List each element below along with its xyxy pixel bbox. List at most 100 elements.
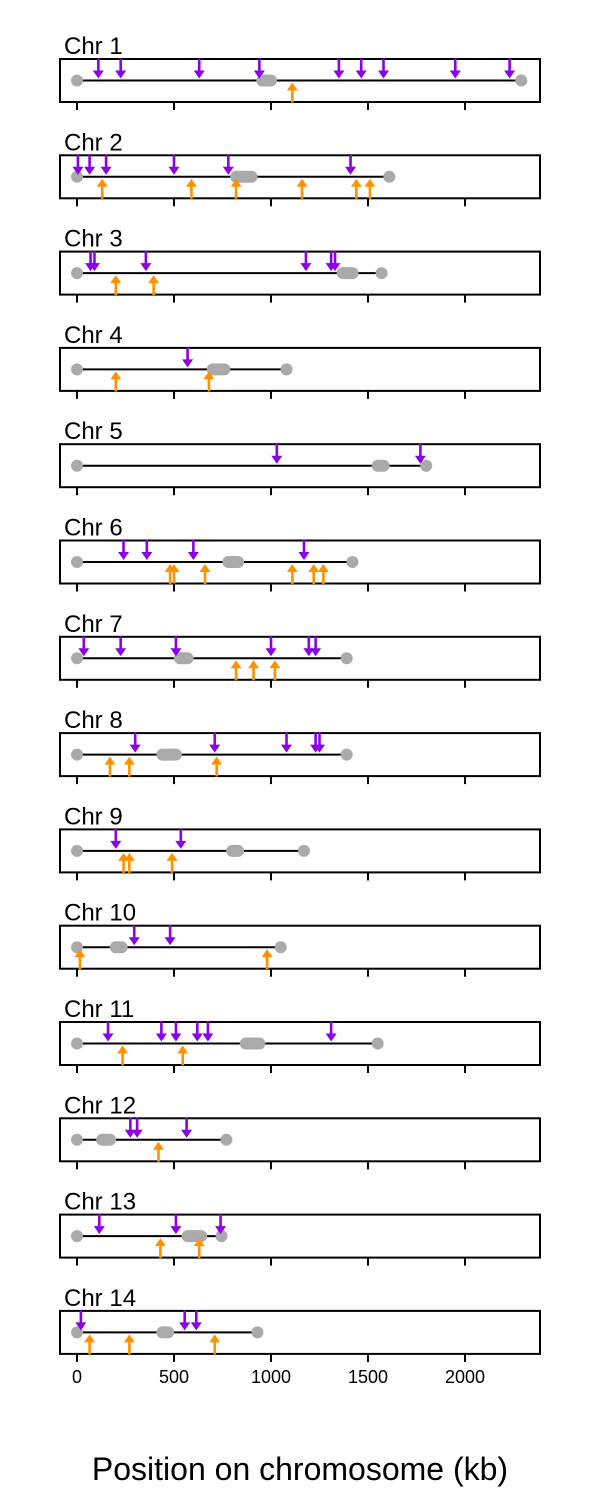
- telomere-start: [71, 267, 83, 280]
- telomere-end: [375, 267, 388, 280]
- orange-arrow-up: [104, 756, 116, 777]
- orange-arrow-up: [286, 564, 298, 584]
- purple-arrow-down: [170, 1214, 182, 1235]
- chromosome-title: Chr 8: [64, 707, 123, 734]
- orange-arrow-up: [317, 564, 329, 584]
- panel-frame: [59, 346, 541, 392]
- orange-arrow-up: [308, 564, 320, 584]
- chromosome-title: Chr 12: [64, 1092, 136, 1119]
- chromosome-panel: Chr 7: [59, 611, 541, 688]
- telomere-end: [420, 459, 433, 472]
- telomere-start: [71, 74, 83, 87]
- purple-arrow-down: [129, 732, 141, 753]
- chromosome-panel: Chr 9: [59, 803, 541, 881]
- panel-frame: [59, 828, 541, 874]
- purple-arrow-down: [355, 58, 367, 79]
- telomere-start: [71, 652, 83, 665]
- orange-arrow-up: [203, 371, 215, 392]
- panel-frame: [59, 1021, 541, 1066]
- telomere-start: [71, 1133, 83, 1146]
- centromere: [336, 267, 359, 280]
- purple-arrow-down: [325, 1021, 337, 1042]
- chromosome-panel: Chr 2: [59, 129, 541, 207]
- purple-arrow-down: [271, 443, 283, 464]
- telomere-end: [340, 652, 353, 665]
- purple-arrow-down: [329, 251, 341, 272]
- purple-arrow-down: [75, 1310, 87, 1331]
- chromosome-panel: Chr 10: [59, 900, 541, 977]
- chromosome-panel: Chr 4: [59, 322, 541, 399]
- chromosome-title: Chr 6: [64, 515, 123, 542]
- panel-frame: [59, 1117, 541, 1163]
- panel-frame: [59, 58, 541, 103]
- x-axis-title: Position on chromosome (kb): [92, 1451, 508, 1487]
- orange-arrow-up: [148, 275, 160, 296]
- centromere: [206, 363, 231, 376]
- purple-arrow-down: [300, 251, 312, 272]
- centromere: [181, 1230, 208, 1243]
- telomere-end: [215, 1230, 228, 1243]
- purple-arrow-down: [265, 636, 277, 657]
- panel-frame: [59, 1213, 541, 1259]
- orange-arrow-up: [110, 275, 122, 296]
- centromere: [156, 1326, 175, 1339]
- orange-arrow-up: [261, 949, 273, 970]
- purple-arrow-down: [345, 154, 357, 175]
- orange-arrow-up: [230, 660, 242, 681]
- chromosome-title: Chr 10: [64, 900, 136, 927]
- telomere-end: [251, 1326, 264, 1339]
- x-tick-label: 1500: [348, 1367, 388, 1387]
- purple-arrow-down: [88, 251, 100, 272]
- purple-arrow-down: [253, 58, 265, 79]
- x-axis: 0 500 1000 1500 2000: [72, 1367, 485, 1387]
- x-tick-label: 1000: [251, 1367, 291, 1387]
- chromosome-title: Chr 4: [64, 322, 123, 349]
- telomere-start: [71, 459, 83, 472]
- chromosome-title: Chr 5: [64, 418, 123, 445]
- purple-arrow-down: [222, 154, 234, 175]
- chromosome-panel: Chr 1: [59, 33, 541, 110]
- purple-arrow-down: [128, 925, 140, 946]
- telomere-end: [274, 941, 287, 954]
- purple-arrow-down: [175, 828, 187, 849]
- telomere-start: [71, 748, 83, 761]
- orange-arrow-up: [154, 1238, 166, 1259]
- purple-arrow-down: [314, 732, 325, 753]
- telomere-end: [346, 556, 359, 568]
- telomere-end: [515, 74, 528, 87]
- purple-arrow-down: [449, 58, 461, 79]
- telomere-end: [340, 748, 353, 761]
- orange-arrow-up: [123, 756, 135, 777]
- purple-arrow-down: [115, 636, 127, 657]
- purple-arrow-down: [102, 1021, 114, 1042]
- panel-frame: [59, 1309, 541, 1355]
- panel-frame: [59, 539, 541, 585]
- orange-arrow-up: [74, 949, 86, 970]
- purple-arrow-down: [100, 154, 112, 175]
- telomere-end: [383, 170, 396, 183]
- telomere-end: [297, 844, 310, 857]
- centromere: [173, 652, 194, 665]
- panel-frame: [59, 443, 541, 489]
- telomere-start: [71, 1037, 83, 1050]
- orange-arrow-up: [286, 82, 298, 103]
- purple-arrow-down: [182, 347, 194, 368]
- orange-arrow-up: [152, 1141, 164, 1162]
- purple-arrow-down: [181, 1117, 193, 1138]
- telomere-start: [71, 170, 83, 183]
- centromere: [239, 1037, 266, 1050]
- purple-arrow-down: [164, 925, 176, 946]
- purple-arrow-down: [84, 154, 96, 175]
- orange-arrow-up: [350, 178, 362, 199]
- telomere-start: [71, 556, 83, 568]
- orange-arrow-up: [230, 178, 242, 199]
- purple-arrow-down: [141, 540, 153, 560]
- chromosome-title: Chr 14: [64, 1285, 136, 1312]
- purple-arrow-down: [78, 636, 90, 657]
- orange-arrow-up: [110, 371, 122, 392]
- panel-frame: [59, 154, 541, 200]
- chromosome-panel: Chr 14: [59, 1285, 541, 1362]
- orange-arrow-up: [123, 1334, 135, 1355]
- orange-arrow-up: [168, 564, 180, 584]
